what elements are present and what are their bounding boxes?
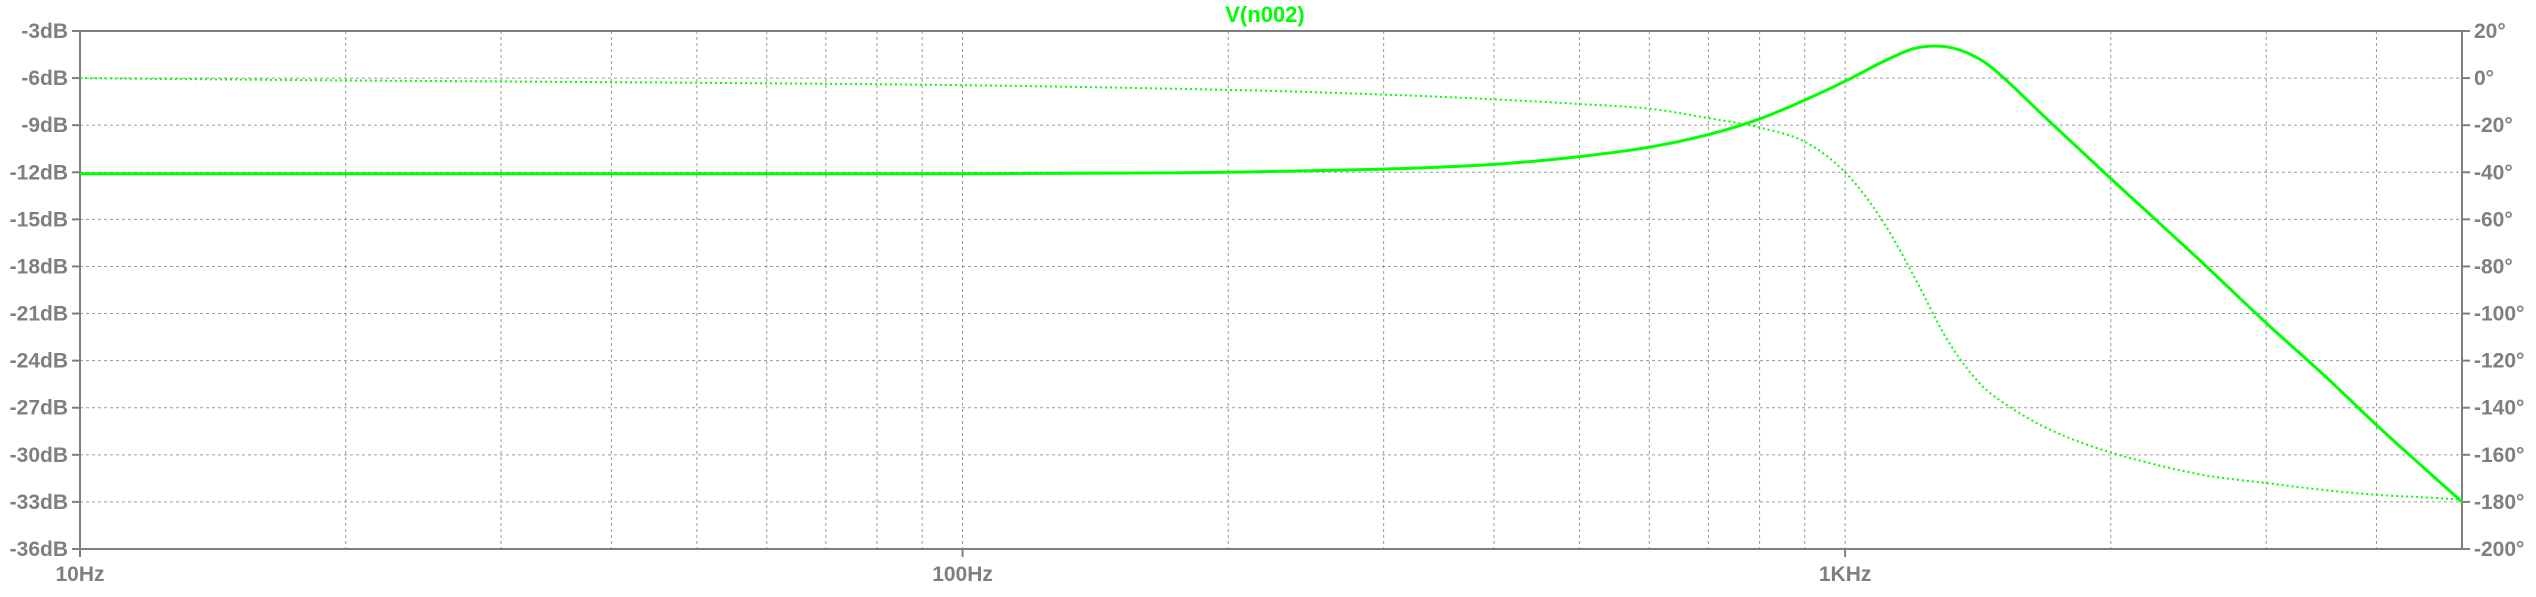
- y-right-tick-label: -200°: [2474, 538, 2524, 561]
- magnitude-trace: [80, 44, 2464, 504]
- y-left-tick-label: -6dB: [21, 67, 68, 90]
- label-layer: 10Hz 100Hz 1KHz -3dB -6dB -9dB -12dB -15dB -18dB…: [10, 20, 2525, 586]
- y-right-tick-label: -40°: [2474, 161, 2513, 184]
- x-tick-label: 1KHz: [1819, 563, 1872, 586]
- y-left-tick-label: -30dB: [10, 444, 68, 467]
- y-right-tick-label: -120°: [2474, 350, 2524, 373]
- y-left-tick-label: -24dB: [10, 350, 68, 373]
- y-right-tick-label: -180°: [2474, 491, 2524, 514]
- y-right-tick-label: -60°: [2474, 208, 2513, 231]
- x-tick-label: 100Hz: [932, 563, 993, 586]
- y-left-tick-label: -9dB: [21, 114, 68, 137]
- y-left-tick-label: -18dB: [10, 255, 68, 278]
- y-left-tick-label: -36dB: [10, 538, 68, 561]
- y-right-tick-label: -100°: [2474, 303, 2524, 326]
- y-left-tick-label: -21dB: [10, 303, 68, 326]
- y-right-tick-label: 0°: [2474, 67, 2494, 90]
- y-right-tick-label: -80°: [2474, 255, 2513, 278]
- y-left-tick-label: -12dB: [10, 161, 68, 184]
- y-left-tick-label: -3dB: [21, 20, 68, 43]
- y-left-tick-label: -27dB: [10, 397, 68, 420]
- y-right-tick-label: -20°: [2474, 114, 2513, 137]
- phase-trace: [79, 77, 2463, 501]
- y-left-tick-label: -15dB: [10, 208, 68, 231]
- y-left-tick-label: -33dB: [10, 491, 68, 514]
- trace-layer: [79, 44, 2464, 504]
- x-tick-label: 10Hz: [55, 563, 104, 586]
- y-right-tick-label: -140°: [2474, 397, 2524, 420]
- y-right-tick-label: 20°: [2474, 20, 2506, 43]
- tick-layer: [72, 30, 2470, 557]
- trace-title[interactable]: V(n002): [1225, 2, 1304, 27]
- y-right-tick-label: -160°: [2474, 444, 2524, 467]
- grid-layer: [80, 31, 2462, 549]
- plot-frame: [79, 30, 2463, 550]
